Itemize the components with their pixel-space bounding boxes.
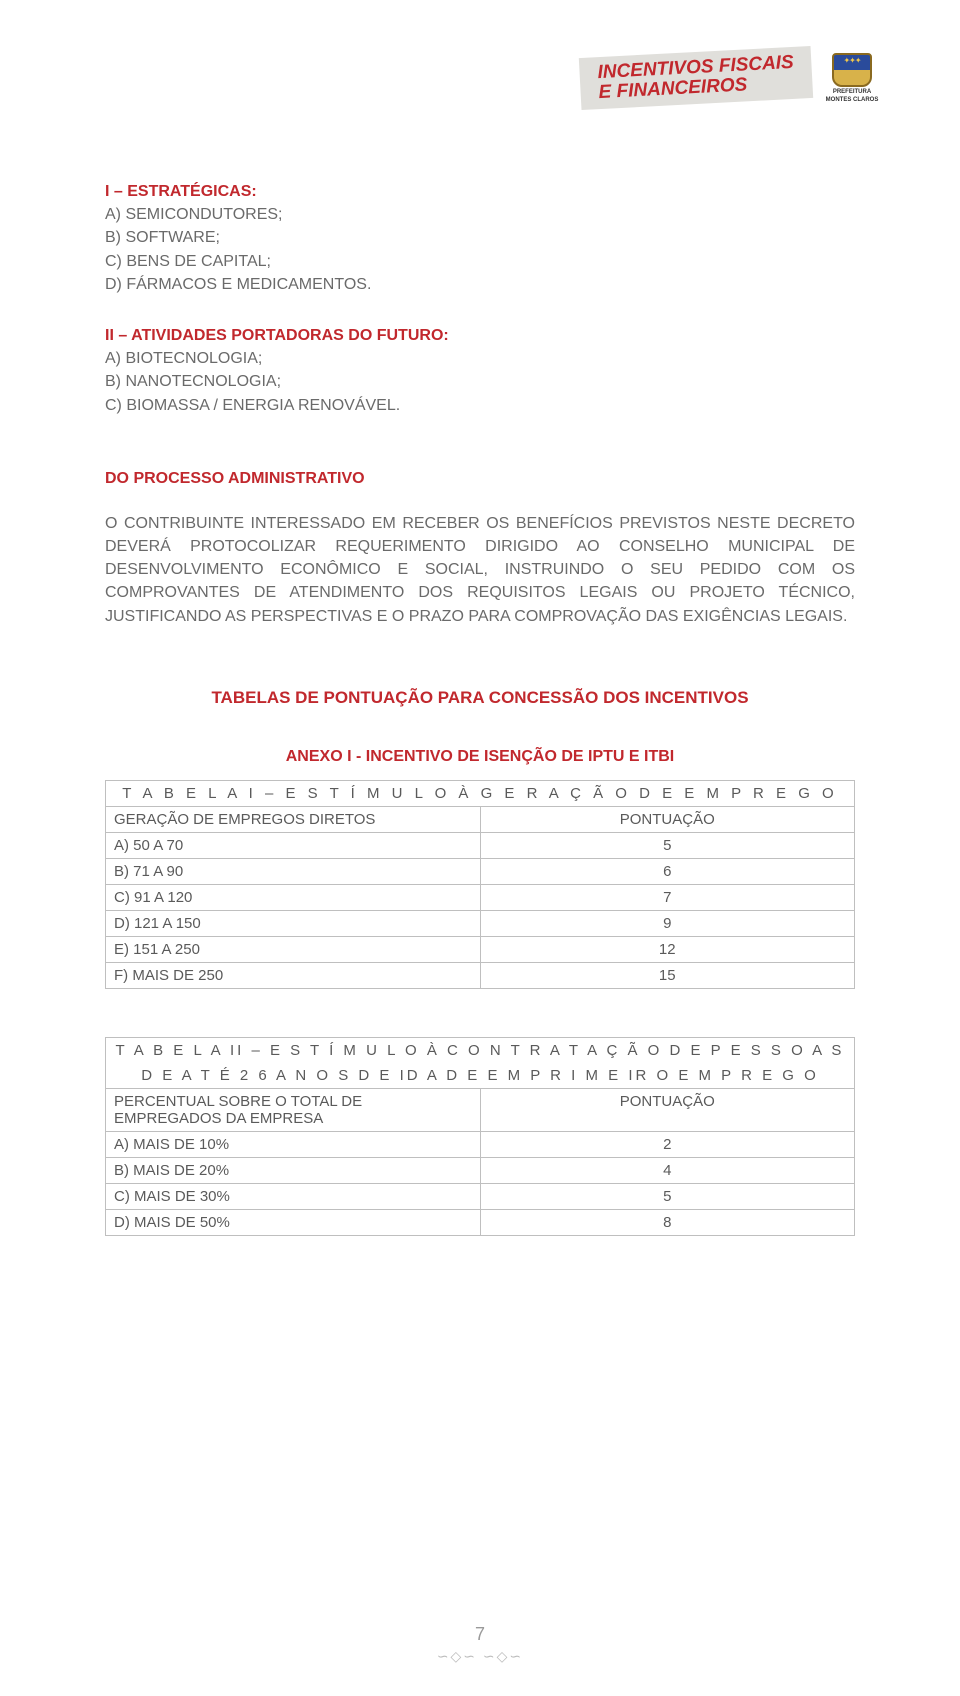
table-row: C) MAIS DE 30%5 [106,1183,855,1209]
t1-r4-points: 12 [480,936,855,962]
t1-r5-points: 15 [480,962,855,988]
t2-r2-label: C) MAIS DE 30% [106,1183,481,1209]
table2-col1: PERCENTUAL SOBRE O TOTAL DE EMPREGADOS D… [106,1088,481,1131]
t1-r2-points: 7 [480,884,855,910]
section-atividades: II – ATIVIDADES PORTADORAS DO FUTURO: A)… [105,324,855,417]
table-row: A) MAIS DE 10%2 [106,1131,855,1157]
t2-r0-label: A) MAIS DE 10% [106,1131,481,1157]
table2-title-2: D E A T É 2 6 A N O S D E ID A D E E M P… [106,1063,855,1089]
header-banner: INCENTIVOS FISCAIS E FINANCEIROS PREFEIT… [580,50,880,106]
t1-r5-label: F) MAIS DE 250 [106,962,481,988]
t1-r1-label: B) 71 A 90 [106,858,481,884]
table-row: C) 91 A 1207 [106,884,855,910]
ornament-icon: ∽◇∽ ∽◇∽ [437,1648,523,1664]
item-c1: C) BENS DE CAPITAL; [105,250,855,273]
table-2: T A B E L A II – E S T Í M U L O À C O N… [105,1037,855,1236]
t2-r3-points: 8 [480,1209,855,1235]
section-processo: DO PROCESSO ADMINISTRATIVO O CONTRIBUINT… [105,467,855,628]
page-footer: 7 ∽◇∽ ∽◇∽ [0,1624,960,1666]
table-row: B) 71 A 906 [106,858,855,884]
table2-title-1: T A B E L A II – E S T Í M U L O À C O N… [106,1037,855,1063]
processo-body: O CONTRIBUINTE INTERESSADO EM RECEBER OS… [105,512,855,628]
table1-title: T A B E L A I – E S T Í M U L O À G E R … [106,780,855,806]
t2-r3-label: D) MAIS DE 50% [106,1209,481,1235]
section-estrategicas: I – ESTRATÉGICAS: A) SEMICONDUTORES; B) … [105,180,855,296]
incentives-banner: INCENTIVOS FISCAIS E FINANCEIROS [578,46,813,110]
table2-col2: PONTUAÇÃO [480,1088,855,1131]
t1-r2-label: C) 91 A 120 [106,884,481,910]
t2-r0-points: 2 [480,1131,855,1157]
table-row: D) 121 A 1509 [106,910,855,936]
t2-r1-label: B) MAIS DE 20% [106,1157,481,1183]
shield-icon [832,53,872,87]
t2-r2-points: 5 [480,1183,855,1209]
table-1: T A B E L A I – E S T Í M U L O À G E R … [105,780,855,989]
t1-r4-label: E) 151 A 250 [106,936,481,962]
table-row: E) 151 A 25012 [106,936,855,962]
table-row: B) MAIS DE 20%4 [106,1157,855,1183]
t1-r3-points: 9 [480,910,855,936]
item-c2: C) BIOMASSA / ENERGIA RENOVÁVEL. [105,394,855,417]
heading-anexo: ANEXO I - INCENTIVO DE ISENÇÃO DE IPTU E… [105,748,855,766]
table-row: D) MAIS DE 50%8 [106,1209,855,1235]
page-content: I – ESTRATÉGICAS: A) SEMICONDUTORES; B) … [105,180,855,1236]
t2-r1-points: 4 [480,1157,855,1183]
t1-r1-points: 6 [480,858,855,884]
table-row: F) MAIS DE 25015 [106,962,855,988]
page-number: 7 [475,1624,485,1644]
table1-col2: PONTUAÇÃO [480,806,855,832]
table1-col1: GERAÇÃO DE EMPREGOS DIRETOS [106,806,481,832]
heading-processo: DO PROCESSO ADMINISTRATIVO [105,467,855,490]
heading-tabelas: TABELAS DE PONTUAÇÃO PARA CONCESSÃO DOS … [105,688,855,708]
item-b2: B) NANOTECNOLOGIA; [105,370,855,393]
t1-r0-points: 5 [480,832,855,858]
item-a2: A) BIOTECNOLOGIA; [105,347,855,370]
t1-r0-label: A) 50 A 70 [106,832,481,858]
crest-text-2: MONTES CLAROS [826,97,879,103]
item-a1: A) SEMICONDUTORES; [105,203,855,226]
crest-text-1: PREFEITURA [833,89,871,95]
city-crest: PREFEITURA MONTES CLAROS [824,50,880,106]
item-b1: B) SOFTWARE; [105,226,855,249]
table-row: A) 50 A 705 [106,832,855,858]
item-d1: D) FÁRMACOS E MEDICAMENTOS. [105,273,855,296]
t1-r3-label: D) 121 A 150 [106,910,481,936]
heading-atividades: II – ATIVIDADES PORTADORAS DO FUTURO: [105,324,855,347]
heading-estrategicas: I – ESTRATÉGICAS: [105,180,855,203]
